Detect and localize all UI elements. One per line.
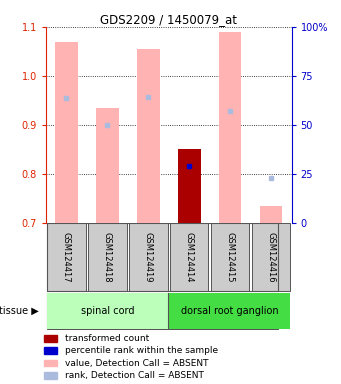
Bar	[129, 223, 167, 291]
Bar	[55, 41, 78, 223]
Bar	[219, 32, 241, 223]
Text: transformed count: transformed count	[65, 334, 149, 343]
Bar	[137, 49, 160, 223]
Bar	[44, 360, 57, 366]
Text: tissue ▶: tissue ▶	[0, 306, 39, 316]
Text: rank, Detection Call = ABSENT: rank, Detection Call = ABSENT	[65, 371, 204, 380]
Bar	[252, 223, 290, 291]
Bar	[211, 223, 249, 291]
Bar	[47, 223, 86, 291]
Text: GSM124417: GSM124417	[62, 232, 71, 283]
Text: value, Detection Call = ABSENT: value, Detection Call = ABSENT	[65, 359, 209, 367]
Bar	[44, 372, 57, 379]
Bar	[96, 108, 119, 223]
Text: percentile rank within the sample: percentile rank within the sample	[65, 346, 218, 355]
Bar	[44, 348, 57, 354]
Text: dorsal root ganglion: dorsal root ganglion	[181, 306, 279, 316]
Title: GDS2209 / 1450079_at: GDS2209 / 1450079_at	[100, 13, 237, 26]
Text: spinal cord: spinal cord	[81, 306, 134, 316]
Text: GSM124415: GSM124415	[226, 232, 235, 283]
Text: GSM124418: GSM124418	[103, 232, 112, 283]
Bar	[167, 293, 290, 329]
Bar	[170, 223, 208, 291]
Bar	[44, 335, 57, 341]
Bar	[178, 149, 201, 223]
Bar	[88, 223, 127, 291]
Text: GSM124416: GSM124416	[267, 232, 276, 283]
Bar	[47, 293, 167, 329]
Bar	[260, 205, 282, 223]
Text: GSM124419: GSM124419	[144, 232, 153, 283]
Text: GSM124414: GSM124414	[185, 232, 194, 283]
